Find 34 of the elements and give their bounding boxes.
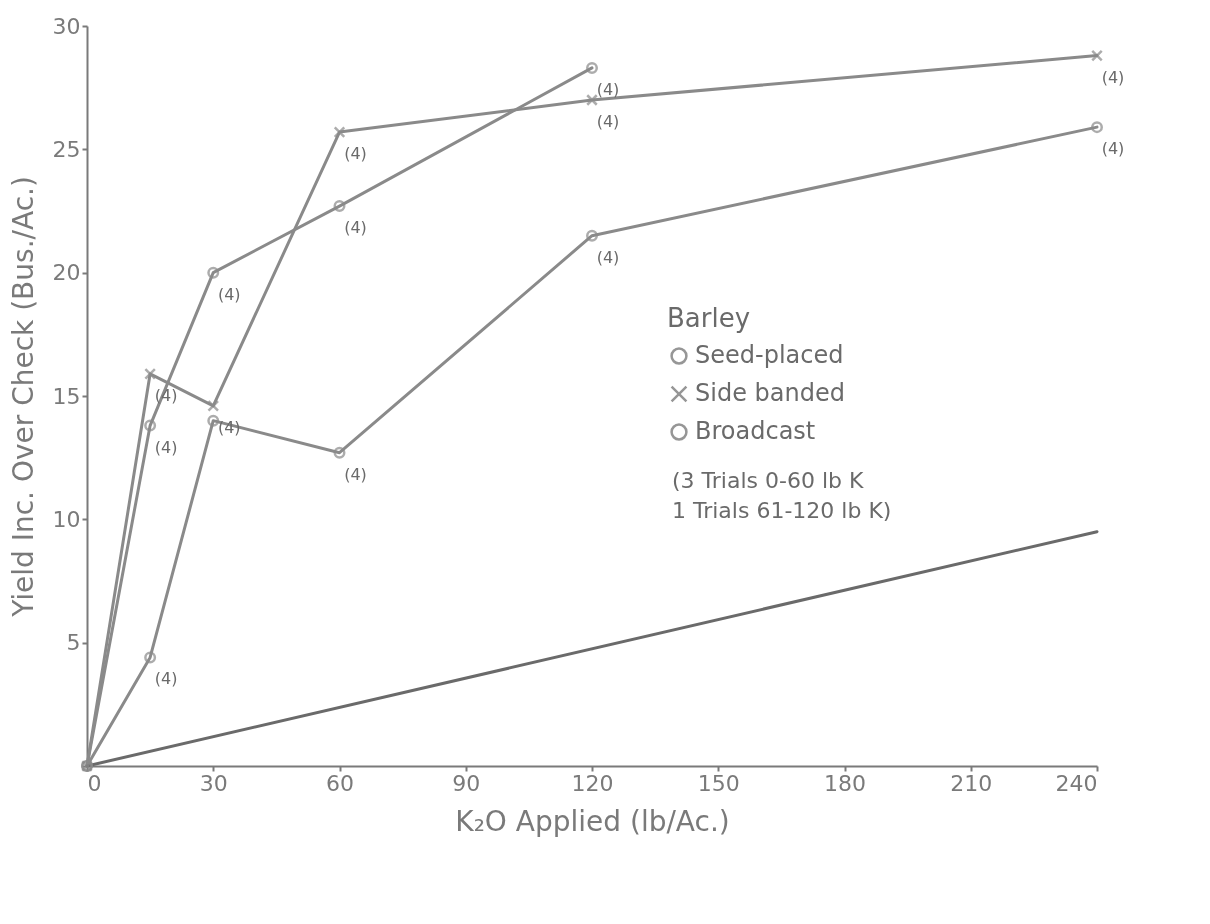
x-tick-label: 180 xyxy=(824,770,866,796)
annotation: (4) xyxy=(1101,139,1125,159)
annotation: (4) xyxy=(154,437,178,457)
y-tick-label: 25 xyxy=(52,136,81,162)
y-tick-label: 5 xyxy=(66,630,81,656)
x-tick-label: 30 xyxy=(199,770,228,796)
legend-label: Seed-placed xyxy=(695,341,844,369)
annotation: (4) xyxy=(344,464,367,484)
x-tick-label: 150 xyxy=(697,770,740,796)
y-tick-label: 30 xyxy=(52,13,81,39)
annotation: (4) xyxy=(217,284,241,304)
x-tick-label: 90 xyxy=(452,770,481,796)
y-tick-label: 10 xyxy=(52,506,81,532)
legend-label: Side banded xyxy=(695,379,845,407)
legend-title: Barley xyxy=(667,303,751,333)
legend-label: Broadcast xyxy=(695,417,816,445)
x-tick-label: 210 xyxy=(950,770,993,796)
y-tick-label: 15 xyxy=(52,383,81,409)
annotation: (4) xyxy=(344,144,367,164)
annotation: 1 Trials 61-120 lb K) xyxy=(672,498,892,523)
annotation: (3 Trials 0-60 lb K xyxy=(672,468,864,493)
annotation: (4) xyxy=(344,218,367,238)
x-tick-label: 240 xyxy=(1055,770,1098,796)
y-tick-label: 20 xyxy=(52,260,81,286)
annotation: (4) xyxy=(1101,67,1125,87)
x-tick-label: 120 xyxy=(571,770,614,796)
x-tick-label: 60 xyxy=(326,770,354,796)
x-tick-label: 0 xyxy=(87,770,102,796)
annotation: (4) xyxy=(596,79,620,99)
annotation: (4) xyxy=(596,112,620,131)
y-axis-title: Yield Inc. Over Check (Bus./Ac.) xyxy=(6,176,40,618)
annotation: (4) xyxy=(596,247,620,267)
x-axis-title: K₂O Applied (lb/Ac.) xyxy=(455,804,730,838)
annotation: (4) xyxy=(154,669,178,689)
